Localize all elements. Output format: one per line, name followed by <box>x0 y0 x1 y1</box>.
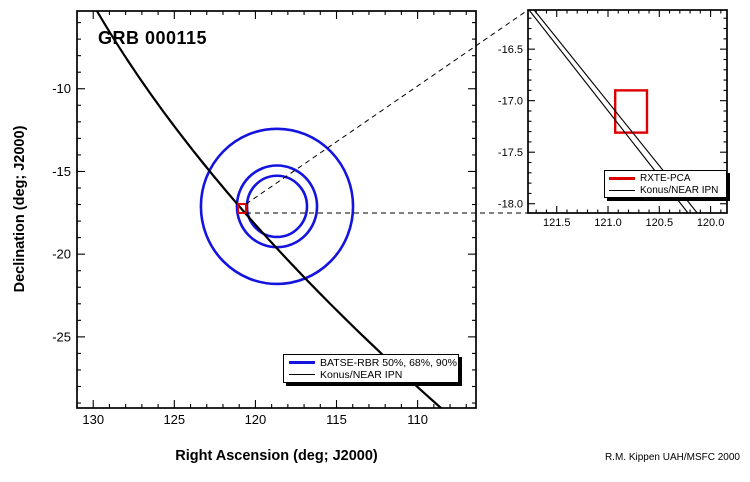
ipn-line-swatch-inset <box>609 189 635 191</box>
x-tick-label: 121.0 <box>594 217 622 229</box>
plot-title: GRB 000115 <box>98 28 208 48</box>
legend-row-ipn-inset: Konus/NEAR IPN <box>609 184 722 196</box>
x-tick-label: 120.5 <box>646 217 674 229</box>
legend-label-batse: BATSE-RBR 50%, 68%, 90% <box>320 356 457 369</box>
rxte-line-swatch <box>609 176 635 180</box>
main-plot: 130 125 120 115 110 -10 -15 -20 -25 <box>52 10 477 427</box>
legend-label-ipn: Konus/NEAR IPN <box>320 368 403 381</box>
legend-row-batse: BATSE-RBR 50%, 68%, 90% <box>289 357 457 369</box>
x-tick-label: 110 <box>407 412 428 427</box>
batse-confidence-circle-50% <box>245 174 309 239</box>
x-tick-label: 130 <box>82 412 104 427</box>
tick-labels: 130 125 120 115 110 -10 -15 -20 -25 <box>52 81 428 427</box>
legend-label-ipn-inset: Konus/NEAR IPN <box>640 184 719 196</box>
credit-text: R.M. Kippen UAH/MSFC 2000 <box>604 452 740 463</box>
legend-row-ipn: Konus/NEAR IPN <box>289 369 453 381</box>
legend-row-rxte: RXTE-PCA <box>609 172 722 184</box>
y-tick-label: -10 <box>52 81 71 96</box>
x-axis-title: Right Ascension (deg; J2000) <box>175 448 378 464</box>
y-axis-title: Declination (deg; J2000) <box>12 125 28 293</box>
legend-label-rxte: RXTE-PCA <box>640 172 691 184</box>
axis-ticks <box>76 11 476 408</box>
y-tick-label: -15 <box>52 164 71 179</box>
axis-ticks <box>528 10 727 213</box>
plot-frame <box>76 10 477 409</box>
tick-labels: 121.5 121.0 120.5 120.0 -16.5 -17.0 -17.5 -18.0 <box>498 44 724 229</box>
y-tick-label: -20 <box>52 247 71 262</box>
y-tick-label: -17.0 <box>498 95 523 107</box>
main-legend: BATSE-RBR 50%, 68%, 90% Konus/NEAR IPN <box>283 354 459 383</box>
y-tick-label: -16.5 <box>498 44 523 56</box>
callout-line-top <box>245 9 529 205</box>
x-tick-label: 120.0 <box>697 217 725 229</box>
x-tick-label: 120 <box>245 412 267 427</box>
ipn-line-swatch <box>289 374 315 375</box>
rxte-error-box <box>237 203 248 214</box>
y-tick-label: -25 <box>52 329 71 344</box>
y-tick-label: -17.5 <box>498 147 523 159</box>
inset-legend: RXTE-PCA Konus/NEAR IPN <box>604 170 727 198</box>
batse-line-swatch <box>289 361 315 364</box>
y-tick-label: -18.0 <box>498 198 523 210</box>
batse-confidence-circle-68% <box>235 164 319 249</box>
callout-lines <box>245 9 529 214</box>
batse-confidence-circle-90% <box>199 127 355 286</box>
x-tick-label: 115 <box>326 412 347 427</box>
inset-plot: 121.5 121.0 120.5 120.0 -16.5 -17.0 -17.5 -18.0 <box>498 9 728 229</box>
x-tick-label: 125 <box>163 412 185 427</box>
ipn-annulus-arc <box>96 10 442 409</box>
x-tick-label: 121.5 <box>543 217 571 229</box>
